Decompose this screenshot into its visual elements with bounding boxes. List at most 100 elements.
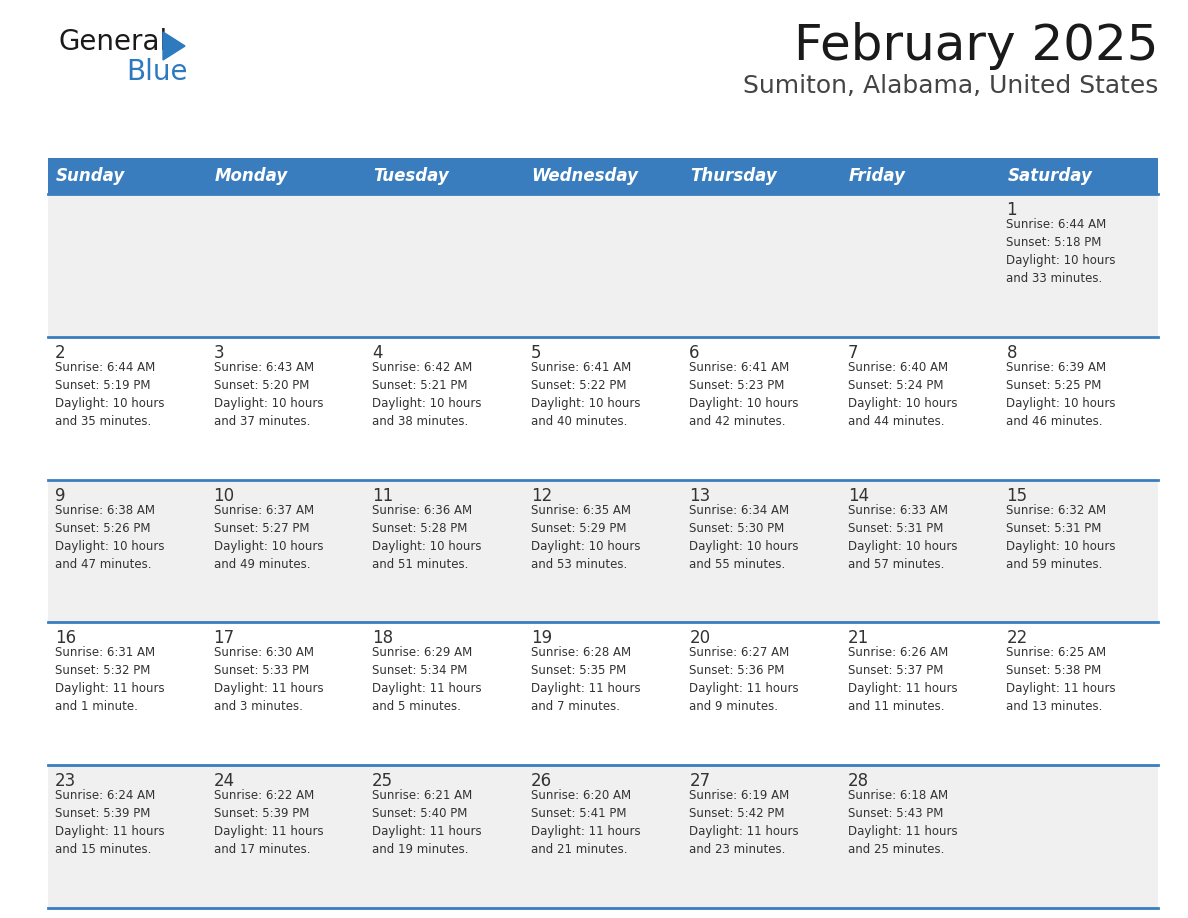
Bar: [524, 158, 682, 194]
Text: 7: 7: [848, 344, 859, 362]
Bar: [207, 194, 365, 337]
Bar: [682, 158, 841, 194]
Text: 3: 3: [214, 344, 225, 362]
Text: Sunrise: 6:22 AM
Sunset: 5:39 PM
Daylight: 11 hours
and 17 minutes.: Sunrise: 6:22 AM Sunset: 5:39 PM Dayligh…: [214, 789, 323, 856]
Text: Saturday: Saturday: [1007, 167, 1092, 185]
Text: General: General: [58, 28, 168, 56]
Text: Sunrise: 6:41 AM
Sunset: 5:22 PM
Daylight: 10 hours
and 40 minutes.: Sunrise: 6:41 AM Sunset: 5:22 PM Dayligh…: [531, 361, 640, 428]
Text: 28: 28: [848, 772, 868, 790]
Bar: [48, 194, 207, 337]
Text: Sunrise: 6:44 AM
Sunset: 5:19 PM
Daylight: 10 hours
and 35 minutes.: Sunrise: 6:44 AM Sunset: 5:19 PM Dayligh…: [55, 361, 164, 428]
Bar: [365, 766, 524, 908]
Text: 19: 19: [531, 630, 552, 647]
Text: 5: 5: [531, 344, 542, 362]
Text: Thursday: Thursday: [690, 167, 777, 185]
Bar: [365, 479, 524, 622]
Bar: [207, 766, 365, 908]
Bar: [365, 337, 524, 479]
Bar: [999, 337, 1158, 479]
Text: Wednesday: Wednesday: [532, 167, 639, 185]
Text: Sunrise: 6:28 AM
Sunset: 5:35 PM
Daylight: 11 hours
and 7 minutes.: Sunrise: 6:28 AM Sunset: 5:35 PM Dayligh…: [531, 646, 640, 713]
Text: Sunrise: 6:19 AM
Sunset: 5:42 PM
Daylight: 11 hours
and 23 minutes.: Sunrise: 6:19 AM Sunset: 5:42 PM Dayligh…: [689, 789, 798, 856]
Bar: [682, 194, 841, 337]
Text: Sunrise: 6:20 AM
Sunset: 5:41 PM
Daylight: 11 hours
and 21 minutes.: Sunrise: 6:20 AM Sunset: 5:41 PM Dayligh…: [531, 789, 640, 856]
Text: Sunrise: 6:31 AM
Sunset: 5:32 PM
Daylight: 11 hours
and 1 minute.: Sunrise: 6:31 AM Sunset: 5:32 PM Dayligh…: [55, 646, 165, 713]
Text: 11: 11: [372, 487, 393, 505]
Bar: [207, 337, 365, 479]
Text: 15: 15: [1006, 487, 1028, 505]
Bar: [841, 158, 999, 194]
Bar: [365, 622, 524, 766]
Text: 13: 13: [689, 487, 710, 505]
Text: Sunrise: 6:43 AM
Sunset: 5:20 PM
Daylight: 10 hours
and 37 minutes.: Sunrise: 6:43 AM Sunset: 5:20 PM Dayligh…: [214, 361, 323, 428]
Bar: [841, 622, 999, 766]
Bar: [365, 194, 524, 337]
Bar: [841, 766, 999, 908]
Bar: [999, 766, 1158, 908]
Bar: [207, 479, 365, 622]
Text: 9: 9: [55, 487, 65, 505]
Text: Sunrise: 6:21 AM
Sunset: 5:40 PM
Daylight: 11 hours
and 19 minutes.: Sunrise: 6:21 AM Sunset: 5:40 PM Dayligh…: [372, 789, 482, 856]
Text: Sunrise: 6:29 AM
Sunset: 5:34 PM
Daylight: 11 hours
and 5 minutes.: Sunrise: 6:29 AM Sunset: 5:34 PM Dayligh…: [372, 646, 482, 713]
Bar: [365, 158, 524, 194]
Bar: [682, 766, 841, 908]
Text: Sunrise: 6:35 AM
Sunset: 5:29 PM
Daylight: 10 hours
and 53 minutes.: Sunrise: 6:35 AM Sunset: 5:29 PM Dayligh…: [531, 504, 640, 571]
Text: Monday: Monday: [215, 167, 287, 185]
Bar: [207, 158, 365, 194]
Text: 18: 18: [372, 630, 393, 647]
Text: 12: 12: [531, 487, 552, 505]
Bar: [682, 479, 841, 622]
Text: Sunrise: 6:30 AM
Sunset: 5:33 PM
Daylight: 11 hours
and 3 minutes.: Sunrise: 6:30 AM Sunset: 5:33 PM Dayligh…: [214, 646, 323, 713]
Text: 20: 20: [689, 630, 710, 647]
Bar: [524, 622, 682, 766]
Bar: [841, 194, 999, 337]
Text: Sunrise: 6:34 AM
Sunset: 5:30 PM
Daylight: 10 hours
and 55 minutes.: Sunrise: 6:34 AM Sunset: 5:30 PM Dayligh…: [689, 504, 798, 571]
Text: 4: 4: [372, 344, 383, 362]
Text: February 2025: February 2025: [794, 22, 1158, 70]
Text: 8: 8: [1006, 344, 1017, 362]
Bar: [999, 194, 1158, 337]
Text: Sunrise: 6:25 AM
Sunset: 5:38 PM
Daylight: 11 hours
and 13 minutes.: Sunrise: 6:25 AM Sunset: 5:38 PM Dayligh…: [1006, 646, 1116, 713]
Text: Sunrise: 6:38 AM
Sunset: 5:26 PM
Daylight: 10 hours
and 47 minutes.: Sunrise: 6:38 AM Sunset: 5:26 PM Dayligh…: [55, 504, 164, 571]
Text: 2: 2: [55, 344, 65, 362]
Text: 6: 6: [689, 344, 700, 362]
Text: Sunrise: 6:26 AM
Sunset: 5:37 PM
Daylight: 11 hours
and 11 minutes.: Sunrise: 6:26 AM Sunset: 5:37 PM Dayligh…: [848, 646, 958, 713]
Bar: [524, 194, 682, 337]
Text: 22: 22: [1006, 630, 1028, 647]
Text: Sunrise: 6:27 AM
Sunset: 5:36 PM
Daylight: 11 hours
and 9 minutes.: Sunrise: 6:27 AM Sunset: 5:36 PM Dayligh…: [689, 646, 798, 713]
Text: 21: 21: [848, 630, 870, 647]
Bar: [841, 479, 999, 622]
Bar: [48, 479, 207, 622]
Bar: [48, 766, 207, 908]
Text: Sunrise: 6:37 AM
Sunset: 5:27 PM
Daylight: 10 hours
and 49 minutes.: Sunrise: 6:37 AM Sunset: 5:27 PM Dayligh…: [214, 504, 323, 571]
Text: 25: 25: [372, 772, 393, 790]
Bar: [207, 622, 365, 766]
Text: 23: 23: [55, 772, 76, 790]
Text: Sunrise: 6:32 AM
Sunset: 5:31 PM
Daylight: 10 hours
and 59 minutes.: Sunrise: 6:32 AM Sunset: 5:31 PM Dayligh…: [1006, 504, 1116, 571]
Bar: [841, 337, 999, 479]
Text: Sunrise: 6:39 AM
Sunset: 5:25 PM
Daylight: 10 hours
and 46 minutes.: Sunrise: 6:39 AM Sunset: 5:25 PM Dayligh…: [1006, 361, 1116, 428]
Bar: [48, 337, 207, 479]
Text: Sunrise: 6:33 AM
Sunset: 5:31 PM
Daylight: 10 hours
and 57 minutes.: Sunrise: 6:33 AM Sunset: 5:31 PM Dayligh…: [848, 504, 958, 571]
Text: Sunrise: 6:18 AM
Sunset: 5:43 PM
Daylight: 11 hours
and 25 minutes.: Sunrise: 6:18 AM Sunset: 5:43 PM Dayligh…: [848, 789, 958, 856]
Text: 1: 1: [1006, 201, 1017, 219]
Text: Sunrise: 6:41 AM
Sunset: 5:23 PM
Daylight: 10 hours
and 42 minutes.: Sunrise: 6:41 AM Sunset: 5:23 PM Dayligh…: [689, 361, 798, 428]
Bar: [48, 622, 207, 766]
Text: 27: 27: [689, 772, 710, 790]
Text: 16: 16: [55, 630, 76, 647]
Text: Sunrise: 6:24 AM
Sunset: 5:39 PM
Daylight: 11 hours
and 15 minutes.: Sunrise: 6:24 AM Sunset: 5:39 PM Dayligh…: [55, 789, 165, 856]
Bar: [999, 479, 1158, 622]
Text: Friday: Friday: [849, 167, 906, 185]
Bar: [524, 766, 682, 908]
Text: Tuesday: Tuesday: [373, 167, 449, 185]
Bar: [682, 622, 841, 766]
Bar: [524, 337, 682, 479]
Text: Sunrise: 6:36 AM
Sunset: 5:28 PM
Daylight: 10 hours
and 51 minutes.: Sunrise: 6:36 AM Sunset: 5:28 PM Dayligh…: [372, 504, 481, 571]
Text: Sumiton, Alabama, United States: Sumiton, Alabama, United States: [742, 74, 1158, 98]
Bar: [999, 158, 1158, 194]
Text: 26: 26: [531, 772, 552, 790]
Text: Blue: Blue: [126, 58, 188, 86]
Text: 17: 17: [214, 630, 235, 647]
Bar: [682, 337, 841, 479]
Bar: [524, 479, 682, 622]
